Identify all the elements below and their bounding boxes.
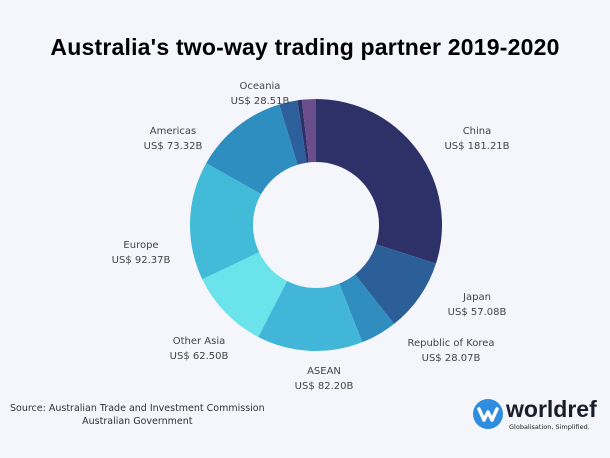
source-note: Source: Australian Trade and Investment …	[10, 403, 265, 427]
slice-europe	[190, 163, 262, 280]
label-asean: ASEAN US$ 82.20B	[294, 366, 354, 392]
slice-republic-of-korea	[339, 274, 395, 343]
label-europe: Europe US$ 92.37B	[111, 240, 171, 266]
worldref-logo: worldref Globalisation, Simplified.	[472, 396, 602, 436]
label-korea: Republic of Korea US$ 28.07B	[407, 338, 495, 364]
slice-oceania-part-2	[297, 99, 309, 163]
label-americas: Americas US$ 73.32B	[143, 126, 203, 152]
label-oceania: Oceania US$ 28.51B	[230, 81, 290, 107]
slice-americas	[206, 104, 298, 195]
slice-oceania-part-1	[279, 100, 307, 165]
chart-title: Australia's two-way trading partner 2019…	[50, 34, 560, 60]
label-china: China US$ 181.21B	[444, 126, 510, 152]
slice-china	[316, 99, 442, 264]
slice-oceania-part-3	[301, 99, 316, 163]
label-japan: Japan US$ 57.08B	[447, 292, 507, 318]
label-other-asia: Other Asia US$ 62.50B	[169, 336, 229, 362]
slice-asean	[258, 280, 363, 352]
worldref-logo-icon	[473, 399, 503, 429]
slice-japan	[355, 244, 436, 324]
slice-other-asia	[202, 252, 288, 337]
